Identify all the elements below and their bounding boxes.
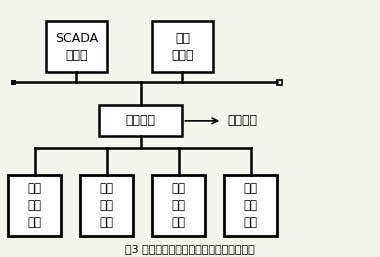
Text: 调度中心: 调度中心 <box>228 114 258 127</box>
Text: 图3 采用厂站监控系统前置通信单元的方式: 图3 采用厂站监控系统前置通信单元的方式 <box>125 244 255 254</box>
Bar <box>99 105 182 136</box>
Bar <box>11 80 16 85</box>
Bar <box>152 21 213 72</box>
Text: 数据
采集
装置: 数据 采集 装置 <box>100 182 114 229</box>
Bar <box>277 80 282 85</box>
Text: SCADA
工作站: SCADA 工作站 <box>55 32 98 62</box>
Text: 数据
采集
装置: 数据 采集 装置 <box>244 182 258 229</box>
Bar <box>46 21 107 72</box>
Bar <box>224 175 277 236</box>
Bar <box>8 175 61 236</box>
Text: 前置单元: 前置单元 <box>126 114 156 127</box>
Text: 数据
采集
装置: 数据 采集 装置 <box>172 182 186 229</box>
Text: 数据
采集
装置: 数据 采集 装置 <box>28 182 42 229</box>
Bar <box>152 175 205 236</box>
Bar <box>80 175 133 236</box>
Text: 値长
工作站: 値长 工作站 <box>171 32 194 62</box>
